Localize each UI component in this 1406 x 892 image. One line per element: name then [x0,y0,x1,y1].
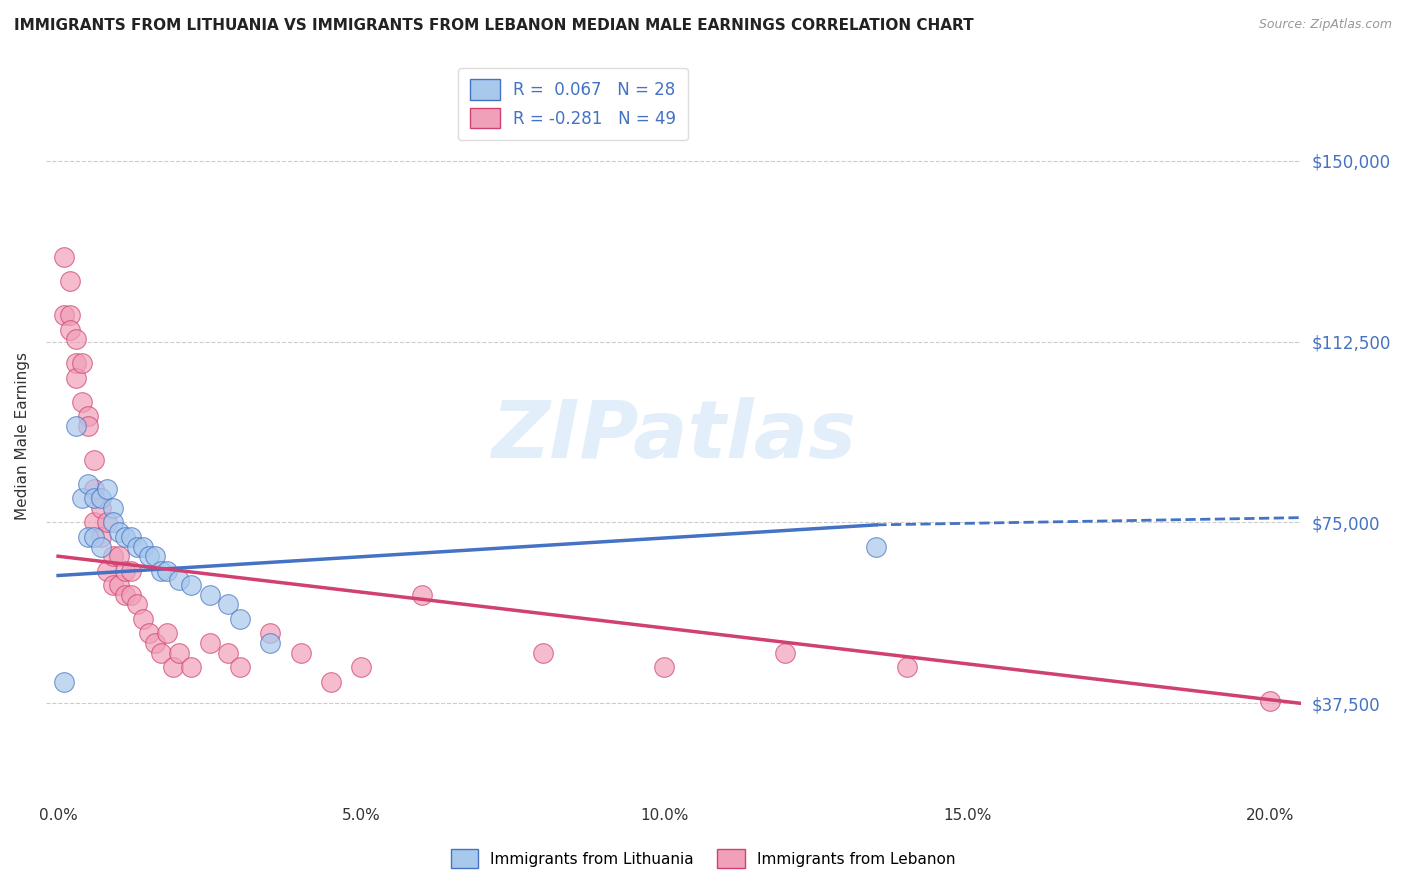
Point [96,516,118,530]
Point [198,636,221,650]
Point [775,646,797,660]
Point [229,612,252,626]
Point [259,626,281,640]
Point [120,564,142,578]
Y-axis label: Median Male Earnings: Median Male Earnings [15,351,30,520]
Point [896,660,918,674]
Point [77,530,100,544]
Point [83,516,105,530]
Point [107,549,129,564]
Point [150,646,173,660]
Legend: Immigrants from Lithuania, Immigrants from Lebanon: Immigrants from Lithuania, Immigrants fr… [443,841,963,875]
Point [120,588,142,602]
Point [53,250,76,264]
Point [217,598,239,612]
Point [652,660,675,674]
Point [96,564,118,578]
Point [83,530,105,544]
Point [89,530,111,544]
Point [156,564,179,578]
Point [77,409,100,424]
Point [169,574,191,588]
Point [77,419,100,434]
Point [72,491,94,506]
Point [65,356,87,370]
Point [65,371,87,385]
Point [143,549,166,564]
Point [89,491,111,506]
Point [59,308,82,322]
Point [132,612,155,626]
Point [143,636,166,650]
Point [107,578,129,592]
Point [125,540,148,554]
Point [72,395,94,409]
Point [59,322,82,336]
Point [865,540,887,554]
Point [531,646,554,660]
Point [114,530,136,544]
Point [217,646,239,660]
Point [1258,694,1281,708]
Point [138,626,160,640]
Point [89,540,111,554]
Point [83,452,105,467]
Point [319,674,342,689]
Legend: R =  0.067   N = 28, R = -0.281   N = 49: R = 0.067 N = 28, R = -0.281 N = 49 [458,68,688,140]
Point [180,660,202,674]
Point [114,564,136,578]
Point [229,660,252,674]
Point [290,646,312,660]
Point [150,564,173,578]
Point [101,500,124,515]
Point [198,588,221,602]
Point [89,500,111,515]
Point [114,588,136,602]
Point [107,525,129,540]
Point [350,660,373,674]
Point [65,332,87,346]
Point [162,660,184,674]
Point [59,274,82,288]
Point [156,626,179,640]
Point [259,636,281,650]
Point [83,491,105,506]
Point [180,578,202,592]
Point [101,549,124,564]
Point [125,598,148,612]
Point [96,482,118,496]
Point [65,419,87,434]
Point [138,549,160,564]
Point [101,516,124,530]
Point [83,482,105,496]
Point [120,530,142,544]
Point [53,308,76,322]
Point [72,356,94,370]
Point [132,540,155,554]
Text: Source: ZipAtlas.com: Source: ZipAtlas.com [1258,18,1392,31]
Point [411,588,433,602]
Text: ZIPatlas: ZIPatlas [491,397,856,475]
Point [101,578,124,592]
Text: IMMIGRANTS FROM LITHUANIA VS IMMIGRANTS FROM LEBANON MEDIAN MALE EARNINGS CORREL: IMMIGRANTS FROM LITHUANIA VS IMMIGRANTS … [14,18,974,33]
Point [169,646,191,660]
Point [77,476,100,491]
Point [53,674,76,689]
